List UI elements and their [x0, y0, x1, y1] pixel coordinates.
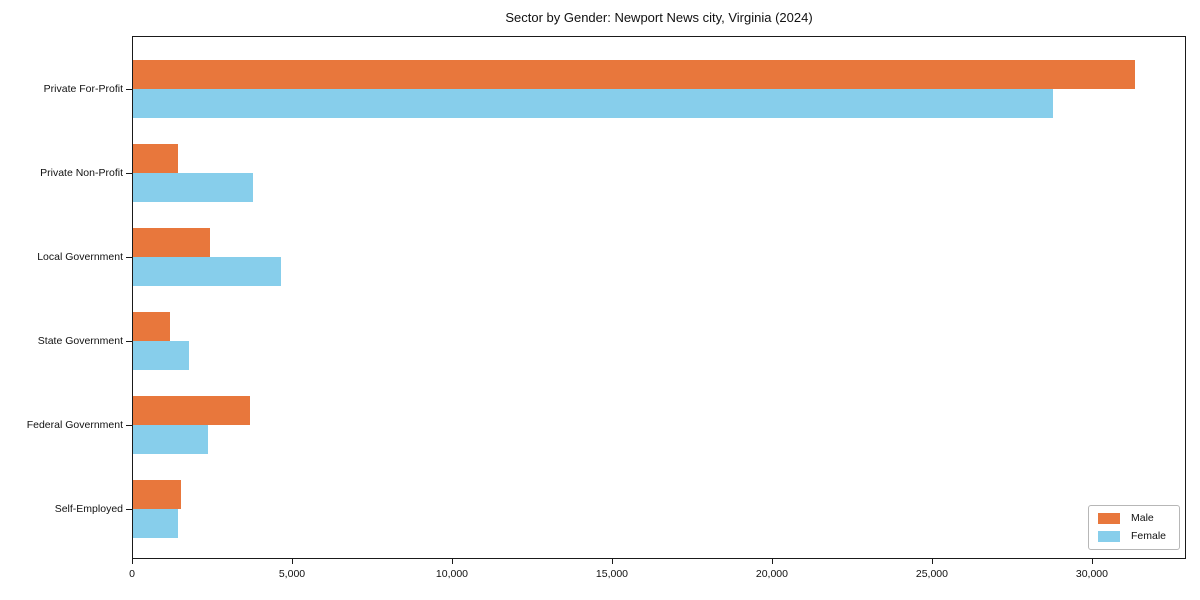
female-bar-private-non-profit	[132, 173, 253, 202]
male-bar-state-government	[132, 312, 171, 341]
x-tick-mark	[931, 559, 934, 564]
y-tick-mark	[126, 256, 132, 258]
y-tick-mark	[126, 88, 132, 90]
y-tick-mark	[126, 424, 132, 426]
y-tick-mark	[126, 340, 132, 342]
male-bar-private-for-profit	[132, 60, 1135, 89]
male-bar-local-government	[132, 228, 211, 257]
legend-label-male: Male	[1131, 512, 1154, 525]
y-tick-mark	[126, 508, 132, 510]
y-tick-label-local-government: Local Government	[37, 251, 123, 263]
x-tick-label-20000: 20,000	[755, 568, 788, 580]
female-bar-local-government	[132, 257, 282, 286]
male-series-swatch	[1098, 513, 1120, 524]
legend-label-female: Female	[1131, 530, 1167, 543]
y-tick-label-federal-government: Federal Government	[26, 419, 123, 431]
y-tick-label-private-for-profit: Private For-Profit	[43, 83, 123, 95]
x-tick-mark	[1091, 559, 1094, 564]
legend-item-male: Male	[1098, 513, 1170, 524]
female-bar-federal-government	[132, 425, 209, 454]
female-bar-self-employed	[132, 509, 179, 538]
x-tick-label-0: 0	[129, 568, 135, 580]
y-tick-label-state-government: State Government	[37, 335, 123, 347]
x-tick-mark	[132, 559, 134, 564]
female-bar-state-government	[132, 341, 189, 370]
male-bar-private-non-profit	[132, 144, 179, 173]
x-tick-label-10000: 10,000	[435, 568, 469, 580]
male-bar-self-employed	[132, 480, 181, 509]
x-tick-label-25000: 25,000	[915, 568, 948, 580]
x-tick-label-5000: 5,000	[278, 568, 306, 580]
chart-title: Sector by Gender: Newport News city, Vir…	[505, 10, 813, 25]
x-tick-mark	[771, 559, 774, 564]
x-tick-label-30000: 30,000	[1075, 568, 1108, 580]
x-tick-mark	[291, 559, 294, 564]
y-tick-label-self-employed: Self-Employed	[54, 503, 123, 515]
y-tick-label-private-non-profit: Private Non-Profit	[40, 167, 123, 179]
y-tick-mark	[126, 172, 132, 174]
x-tick-mark	[611, 559, 614, 564]
legend: Male Female	[1088, 505, 1180, 550]
x-tick-mark	[451, 559, 454, 564]
legend-item-female: Female	[1098, 531, 1170, 542]
female-bar-private-for-profit	[132, 89, 1053, 118]
x-tick-label-15000: 15,000	[595, 568, 629, 580]
female-series-swatch	[1098, 531, 1120, 542]
male-bar-federal-government	[132, 396, 251, 425]
